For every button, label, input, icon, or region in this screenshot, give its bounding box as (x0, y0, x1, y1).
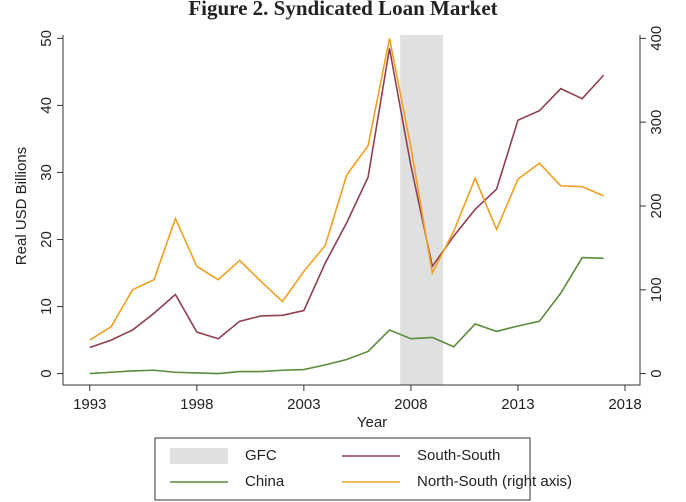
y-tick-label: 0 (38, 369, 55, 377)
x-tick-label: 2003 (287, 396, 320, 413)
x-tick-label: 2013 (501, 396, 534, 413)
y2-tick-label: 200 (648, 193, 665, 218)
y-tick-label: 20 (38, 231, 55, 248)
x-tick-label: 2008 (394, 396, 427, 413)
x-tick-label: 2018 (608, 396, 641, 413)
y-tick-label: 30 (38, 164, 55, 181)
y-axis-label: Real USD Billions (13, 147, 30, 265)
legend-label: China (245, 473, 285, 490)
series-line (89, 38, 604, 341)
y-tick-label: 40 (38, 97, 55, 114)
x-tick-label: 1993 (73, 396, 106, 413)
series-line (89, 48, 605, 349)
legend-label: GFC (245, 447, 277, 464)
legend-swatch (170, 448, 228, 464)
x-axis-label: Year (357, 414, 387, 431)
y-tick-label: 10 (38, 298, 55, 315)
y2-tick-label: 300 (648, 110, 665, 135)
chart-title: Figure 2. Syndicated Loan Market (188, 0, 497, 20)
legend-label: South-South (417, 447, 500, 464)
y-tick-label: 50 (38, 30, 55, 47)
y2-tick-label: 0 (648, 369, 665, 377)
y2-tick-label: 400 (648, 26, 665, 51)
legend-label: North-South (right axis) (417, 473, 572, 490)
y2-tick-label: 100 (648, 277, 665, 302)
x-tick-label: 1998 (180, 396, 213, 413)
series-line (89, 256, 604, 375)
axis-frame (62, 35, 641, 386)
